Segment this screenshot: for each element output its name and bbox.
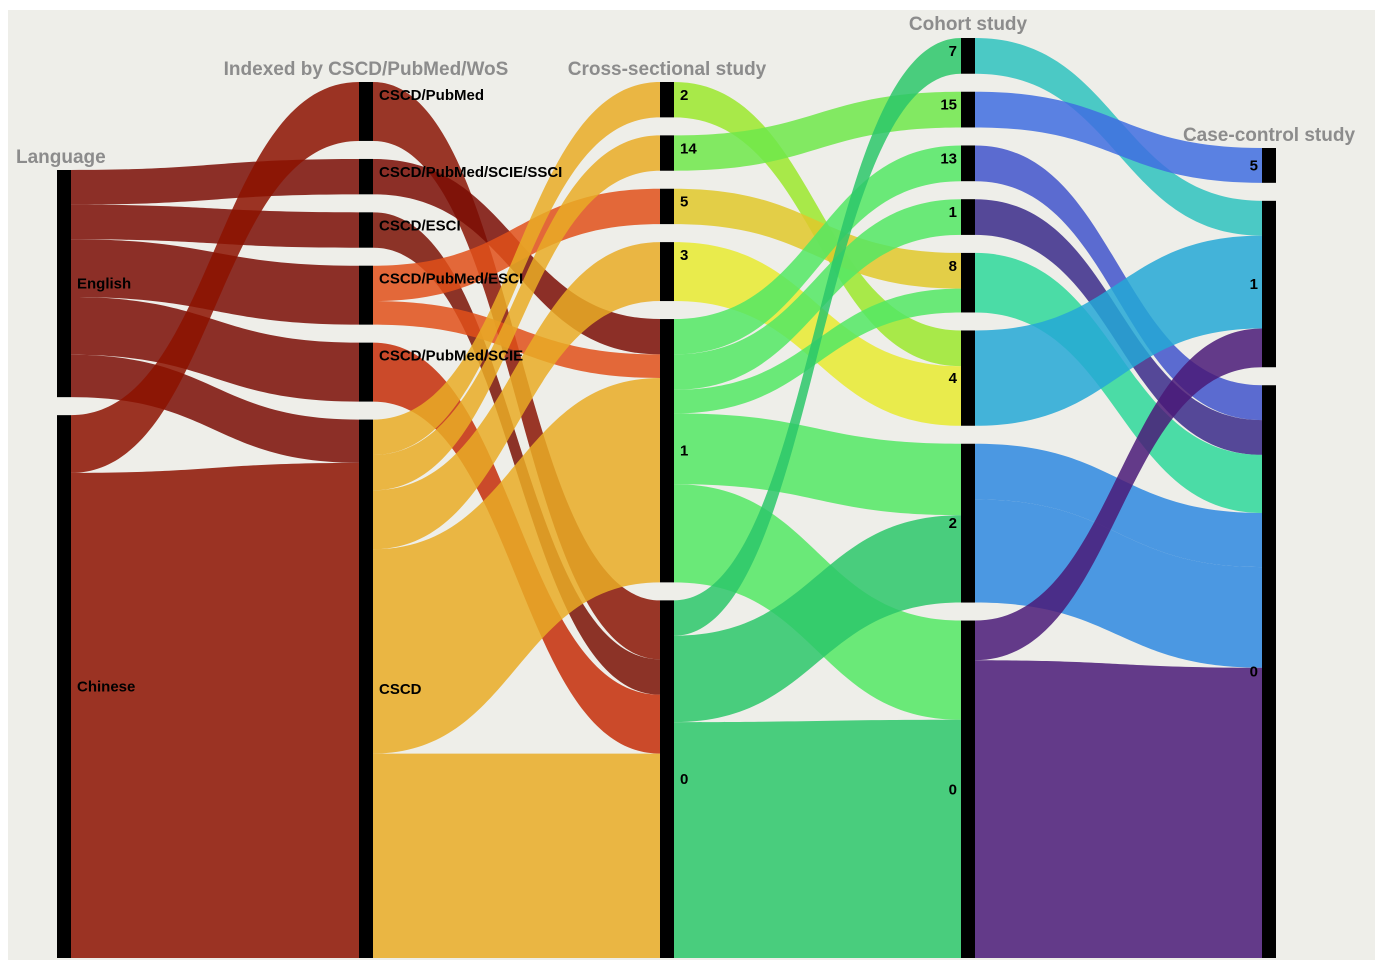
node-label-1-4: CSCD/PubMed/SCIE — [379, 348, 523, 365]
axis-title-4: Case-control study — [1183, 125, 1356, 146]
node-bar-3-7 — [961, 620, 975, 958]
node-label-2-0: 2 — [680, 87, 688, 104]
flow-band-2-5-7-11 — [674, 719, 961, 958]
node-label-3-7: 0 — [949, 781, 957, 798]
node-bar-0-0 — [57, 170, 71, 398]
flow-band-3-7-2-9 — [975, 660, 1262, 958]
node-bar-1-0 — [359, 82, 373, 141]
axis-title-0: Language — [16, 147, 106, 168]
flow-band-0-1-5-6 — [71, 462, 359, 958]
node-label-2-2: 5 — [680, 194, 688, 211]
node-label-0-1: Chinese — [77, 679, 135, 696]
node-bar-2-1 — [660, 135, 674, 171]
node-label-3-1: 15 — [940, 97, 957, 114]
flow-band-1-5-1-7 — [373, 135, 660, 491]
node-label-2-5: 0 — [680, 771, 688, 788]
flow-band-1-2-5-2 — [373, 212, 660, 695]
node-label-1-5: CSCD — [379, 681, 422, 698]
node-label-4-1: 1 — [1250, 276, 1258, 293]
axis-title-3: Cohort study — [909, 14, 1028, 35]
node-label-3-0: 7 — [949, 43, 957, 60]
node-bar-1-1 — [359, 158, 373, 195]
flow-band-2-5-6-10 — [674, 515, 961, 723]
node-bar-3-3 — [961, 199, 975, 235]
node-bar-4-0 — [1262, 148, 1276, 183]
flow-band-2-5-0-9 — [674, 38, 961, 636]
node-bar-1-4 — [359, 342, 373, 402]
flow-band-0-0-4-3 — [71, 297, 359, 402]
node-labels: English Chinese CSCD/PubMed CSCD/PubMed/SCI… — [77, 43, 1258, 798]
node-label-3-5: 4 — [949, 370, 958, 387]
flow-band-1-3-4-4 — [373, 301, 660, 379]
flow-band-3-1-0-1 — [975, 91, 1262, 183]
flow-band-1-5-3-8 — [373, 242, 660, 550]
node-label-4-2: 0 — [1250, 664, 1258, 681]
node-bar-3-5 — [961, 330, 975, 426]
node-label-1-1: CSCD/PubMed/SCIE/SSCI — [379, 164, 562, 181]
node-bar-3-4 — [961, 252, 975, 313]
node-bar-1-2 — [359, 212, 373, 248]
node-label-1-0: CSCD/PubMed — [379, 87, 484, 104]
flow-band-3-2-2-2 — [975, 145, 1262, 421]
node-label-1-3: CSCD/PubMed/ESCI — [379, 271, 523, 288]
node-bar-2-5 — [660, 600, 674, 958]
node-bars — [57, 38, 1276, 959]
flow-band-0-1-0-5 — [71, 82, 359, 473]
flow-band-3-4-2-4 — [975, 252, 1262, 513]
node-bar-1-5 — [359, 419, 373, 959]
node-bar-2-0 — [660, 82, 674, 118]
node-label-3-3: 1 — [949, 204, 957, 221]
node-bar-0-1 — [57, 415, 71, 958]
flow-band-3-6-2-7 — [975, 499, 1262, 668]
axis-title-1: Indexed by CSCD/PubMed/WoS — [224, 59, 509, 80]
node-label-2-1: 14 — [680, 140, 697, 157]
flow-band-1-3-2-3 — [373, 188, 660, 302]
flow-band-2-4-6-7 — [674, 413, 961, 516]
node-bar-1-3 — [359, 265, 373, 325]
flow-band-2-4-3-5 — [674, 199, 961, 390]
flow-band-2-4-2-4 — [674, 145, 961, 355]
node-bar-4-1 — [1262, 200, 1276, 368]
node-bar-3-2 — [961, 145, 975, 182]
flow-band-1-5-0-6 — [373, 82, 660, 455]
node-label-4-0: 5 — [1250, 157, 1258, 174]
flow-band-3-5-1-5 — [975, 235, 1262, 426]
axis-titles: Language Indexed by CSCD/PubMed/WoS Cross-… — [16, 14, 1355, 168]
node-label-2-3: 3 — [680, 247, 688, 264]
flow-band-3-7-1-8 — [975, 328, 1262, 661]
node-bar-3-1 — [961, 91, 975, 128]
node-bar-2-2 — [660, 188, 674, 225]
axis-title-2: Cross-sectional study — [568, 59, 767, 80]
flow-band-1-5-5-10 — [373, 753, 660, 958]
node-label-2-4: 1 — [680, 443, 688, 460]
node-label-1-2: CSCD/ESCI — [379, 217, 461, 234]
node-label-3-2: 13 — [940, 150, 957, 167]
flow-bands — [71, 38, 1262, 958]
node-label-0-0: English — [77, 276, 131, 293]
node-bar-4-2 — [1262, 385, 1276, 958]
node-bar-3-6 — [961, 443, 975, 603]
node-label-3-6: 2 — [949, 515, 957, 532]
flow-band-1-5-4-9 — [373, 378, 660, 754]
node-bar-3-0 — [961, 38, 975, 74]
node-bar-2-3 — [660, 242, 674, 302]
node-label-3-4: 8 — [949, 258, 957, 275]
flow-band-0-0-2-1 — [71, 204, 359, 248]
node-bar-2-4 — [660, 319, 674, 583]
